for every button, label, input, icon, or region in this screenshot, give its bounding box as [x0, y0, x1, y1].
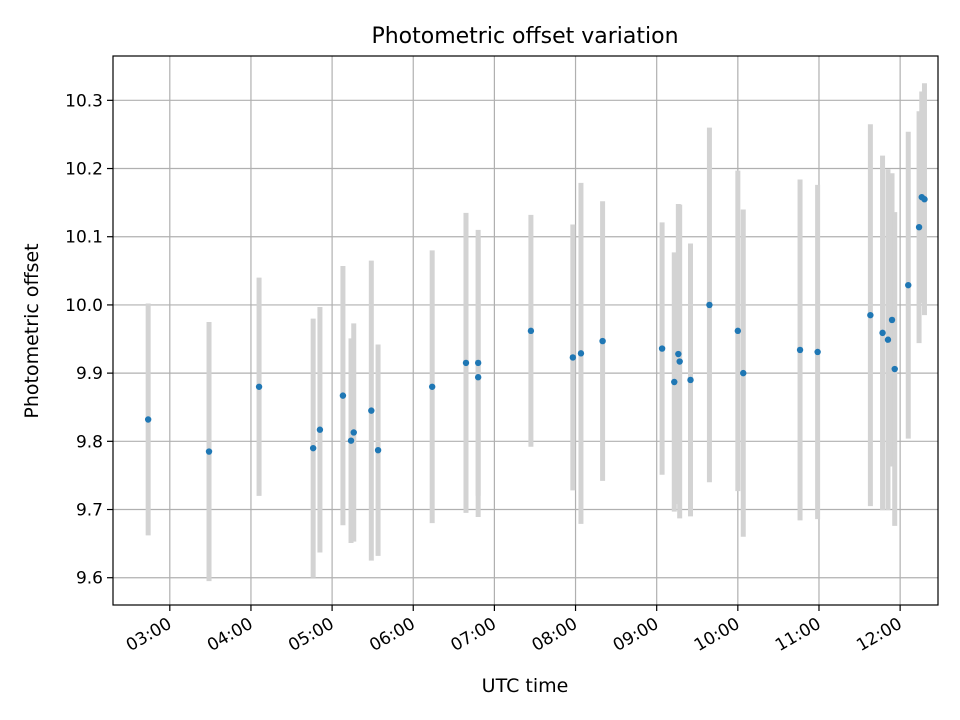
- y-axis-label: Photometric offset: [21, 243, 43, 418]
- x-axis-label: UTC time: [482, 675, 569, 697]
- data-point: [915, 223, 923, 231]
- data-point: [255, 383, 263, 390]
- data-point: [350, 429, 357, 436]
- data-point: [734, 327, 742, 335]
- data-point: [891, 365, 898, 373]
- data-point: [316, 426, 324, 433]
- data-point: [706, 301, 713, 309]
- data-point: [796, 346, 804, 354]
- data-point: [374, 446, 382, 454]
- data-point: [671, 378, 678, 386]
- y-tick-label: 9.6: [76, 569, 103, 589]
- data-point: [569, 354, 577, 361]
- data-point: [527, 327, 535, 335]
- data-point: [144, 416, 152, 423]
- y-tick-label: 9.8: [76, 432, 103, 452]
- data-point: [905, 281, 912, 289]
- data-point: [687, 376, 694, 384]
- data-point: [675, 350, 682, 358]
- data-point: [577, 350, 585, 357]
- data-point: [474, 359, 482, 367]
- data-point: [339, 392, 347, 399]
- plot-frame: [112, 55, 939, 606]
- data-point: [879, 329, 886, 337]
- data-point: [309, 444, 317, 452]
- data-point: [867, 311, 874, 319]
- data-point: [347, 437, 355, 444]
- data-point: [474, 374, 482, 381]
- data-point: [884, 336, 892, 343]
- y-tick-label: 9.7: [76, 501, 103, 521]
- y-tick-label: 10.3: [65, 91, 103, 111]
- y-axis: 9.6 9.7 9.8 9.9 10.0 10.1 10.2 10.3: [65, 91, 113, 589]
- chart-title: Photometric offset variation: [371, 24, 678, 49]
- y-tick-label: 10.0: [65, 296, 103, 316]
- data-point: [814, 348, 821, 356]
- grid: [113, 56, 938, 605]
- data-point: [676, 358, 683, 365]
- data-point: [205, 448, 213, 455]
- data-points: [144, 193, 928, 455]
- y-tick-label: 10.2: [65, 160, 103, 180]
- data-point: [658, 345, 666, 352]
- data-point: [462, 359, 470, 367]
- data-point: [428, 383, 436, 390]
- data-point: [888, 316, 896, 324]
- data-point: [599, 337, 606, 345]
- y-tick-label: 10.1: [65, 228, 103, 248]
- data-point: [740, 369, 747, 377]
- y-tick-label: 9.9: [76, 364, 103, 384]
- data-point: [368, 407, 375, 414]
- data-point: [921, 196, 928, 203]
